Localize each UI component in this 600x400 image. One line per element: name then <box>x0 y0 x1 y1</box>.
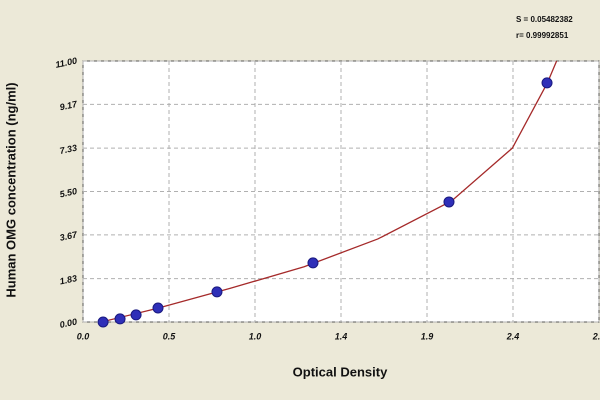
data-point <box>97 316 109 328</box>
x-tick-label: 1.0 <box>249 331 262 341</box>
y-tick-label: 11.00 <box>54 55 77 69</box>
x-tick-label: 2.8 <box>592 331 600 341</box>
data-point <box>152 302 164 314</box>
data-point <box>114 313 126 325</box>
annotation: S = 0.05482382 <box>516 15 573 24</box>
x-tick-label: 0.0 <box>77 331 90 341</box>
y-tick-label: 3.67 <box>59 229 79 243</box>
data-point <box>443 196 455 208</box>
data-point <box>307 257 319 269</box>
x-tick-label: 2.4 <box>506 331 520 341</box>
x-tick-label: 1.4 <box>335 331 348 341</box>
y-tick-label: 1.83 <box>59 273 78 286</box>
data-point <box>211 286 223 298</box>
y-tick-label: 9.17 <box>59 99 79 113</box>
y-axis-label: Human OMG concentration (ng/ml) <box>3 82 18 297</box>
y-tick-label: 0.00 <box>59 316 78 329</box>
x-axis-label: Optical Density <box>293 364 388 379</box>
x-tick-label: 0.5 <box>163 331 177 341</box>
annotation: r= 0.99992851 <box>516 31 569 40</box>
x-tick-label: 1.9 <box>421 331 434 341</box>
fit-curve <box>101 60 558 323</box>
data-point <box>130 309 142 321</box>
y-tick-label: 7.33 <box>59 143 78 156</box>
data-point <box>541 77 553 89</box>
y-tick-label: 5.50 <box>59 186 78 199</box>
